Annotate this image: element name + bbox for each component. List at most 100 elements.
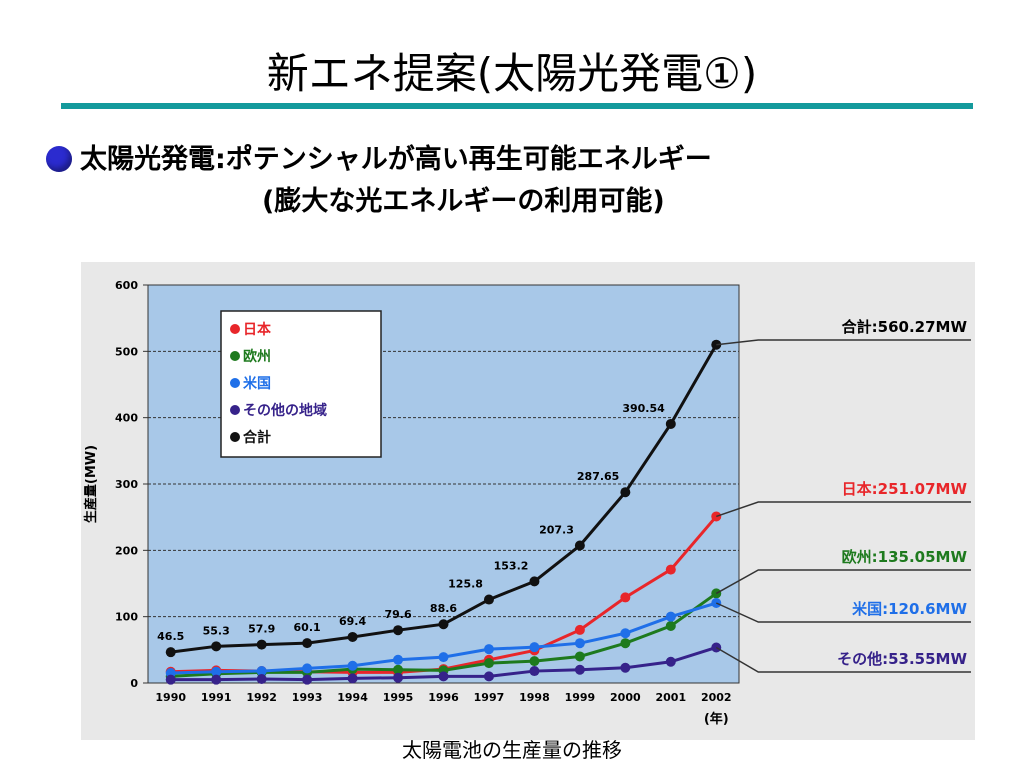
x-tick-label: 1998 xyxy=(519,691,550,704)
data-point xyxy=(711,339,722,350)
title-divider xyxy=(61,103,973,109)
legend-label: 欧州 xyxy=(243,348,271,365)
x-tick-label: 2002 xyxy=(701,691,732,704)
y-tick-label: 400 xyxy=(115,412,138,425)
callout-line xyxy=(715,646,971,673)
data-point xyxy=(483,594,494,605)
data-point xyxy=(665,418,676,429)
data-point xyxy=(483,658,494,669)
data-point xyxy=(665,656,676,667)
data-point xyxy=(393,672,404,683)
data-label: 57.9 xyxy=(248,623,275,636)
legend-marker xyxy=(230,324,240,334)
chart-svg: 0 100 200 300 400 500 600 1990 1991 1992 1993 1994 1… xyxy=(81,262,975,740)
legend-marker xyxy=(230,351,240,361)
x-tick-label: 1995 xyxy=(383,691,414,704)
data-label: 153.2 xyxy=(494,559,529,572)
callout-line xyxy=(716,339,971,346)
data-point xyxy=(620,487,631,498)
legend-box xyxy=(220,310,382,458)
x-axis-label: (年) xyxy=(704,711,729,727)
data-label: 69.4 xyxy=(339,615,366,628)
y-tick-label: 500 xyxy=(115,345,138,358)
legend-marker xyxy=(230,378,240,388)
x-tick-label: 1991 xyxy=(201,691,232,704)
data-point xyxy=(483,671,494,682)
legend-label: 合計 xyxy=(243,429,271,446)
data-label: 60.1 xyxy=(294,621,321,634)
data-point xyxy=(302,674,313,685)
data-label: 390.54 xyxy=(622,402,665,415)
bullet-text-line2: (膨大な光エネルギーの利用可能) xyxy=(262,186,665,217)
data-point xyxy=(574,624,585,635)
data-point xyxy=(529,576,540,587)
legend-label: 米国 xyxy=(243,375,271,392)
x-tick-label: 1993 xyxy=(292,691,323,704)
y-tick-label: 200 xyxy=(115,544,138,557)
data-label: 55.3 xyxy=(203,624,230,637)
y-axis-label: 生産量(MW) xyxy=(83,445,99,523)
x-tick-label: 2001 xyxy=(655,691,686,704)
data-label: 88.6 xyxy=(430,602,457,615)
x-tick-label: 2000 xyxy=(610,691,641,704)
callout-label: 欧州:135.05MW xyxy=(842,548,968,566)
data-point xyxy=(347,631,358,642)
callout-label: 日本:251.07MW xyxy=(842,480,968,498)
data-point xyxy=(165,674,176,685)
bullet-icon xyxy=(46,146,72,172)
data-point xyxy=(620,628,631,639)
bullet-text-line1: 太陽光発電:ポテンシャルが高い再生可能エネルギー xyxy=(80,144,712,175)
data-point xyxy=(529,656,540,667)
callout-label: 米国:120.6MW xyxy=(852,600,967,618)
x-tick-label: 1994 xyxy=(337,691,368,704)
data-point xyxy=(529,666,540,677)
data-point xyxy=(438,671,449,682)
data-point xyxy=(483,644,494,655)
data-point xyxy=(211,674,222,685)
data-point xyxy=(574,540,585,551)
data-point xyxy=(438,619,449,630)
legend-label: 日本 xyxy=(243,321,272,338)
data-label: 79.6 xyxy=(384,608,411,621)
x-tick-label: 1990 xyxy=(155,691,186,704)
x-tick-label: 1999 xyxy=(565,691,596,704)
data-point xyxy=(256,666,267,677)
data-point xyxy=(256,639,267,650)
callout-label: 合計:560.27MW xyxy=(841,318,968,336)
legend-marker xyxy=(230,405,240,415)
data-point xyxy=(347,673,358,684)
x-tick-label: 1996 xyxy=(428,691,459,704)
data-point xyxy=(211,641,222,652)
callout-line xyxy=(716,501,971,518)
data-point xyxy=(347,660,358,671)
data-point xyxy=(211,666,222,677)
data-point xyxy=(302,663,313,674)
data-point xyxy=(620,592,631,603)
y-tick-label: 600 xyxy=(115,279,138,292)
data-point xyxy=(574,651,585,662)
data-point xyxy=(393,654,404,665)
data-point xyxy=(529,642,540,653)
data-point xyxy=(393,664,404,675)
data-label: 287.65 xyxy=(577,470,619,483)
x-tick-label: 1992 xyxy=(246,691,277,704)
data-point xyxy=(711,511,722,522)
data-point xyxy=(711,588,722,599)
callout-line xyxy=(715,602,971,623)
slide-title: 新エネ提案(太陽光発電①) xyxy=(266,49,758,98)
data-point xyxy=(665,611,676,622)
production-chart: 0 100 200 300 400 500 600 1990 1991 1992 1993 1994 1… xyxy=(81,262,975,740)
y-tick-label: 300 xyxy=(115,478,138,491)
data-label: 125.8 xyxy=(448,578,483,591)
data-point xyxy=(438,652,449,663)
y-tick-label: 100 xyxy=(115,611,138,624)
callout-line xyxy=(715,569,971,595)
chart-caption: 太陽電池の生産量の推移 xyxy=(402,738,622,762)
data-label: 207.3 xyxy=(539,523,574,536)
data-point xyxy=(620,662,631,673)
data-point xyxy=(665,620,676,631)
data-point xyxy=(620,638,631,649)
data-point xyxy=(302,638,313,649)
data-point xyxy=(574,638,585,649)
data-point xyxy=(393,625,404,636)
